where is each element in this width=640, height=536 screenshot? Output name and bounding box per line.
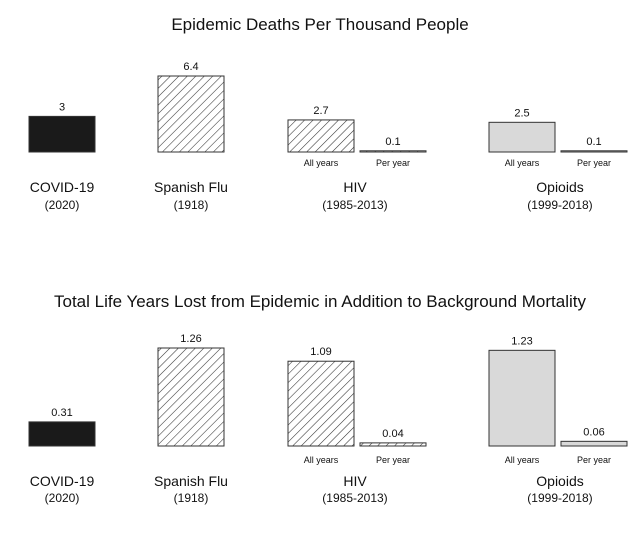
deaths-category-covid-19: COVID-19 — [30, 179, 95, 195]
life-years-bar-opioids-per-year-value-label: 0.06 — [583, 426, 604, 438]
deaths-bar-opioids-per-year — [560, 150, 628, 153]
life-years-bar-hiv-all-years-sublabel: All years — [304, 455, 339, 465]
life-years-bar-hiv-per-year — [359, 442, 427, 447]
deaths-chart-title: Epidemic Deaths Per Thousand People — [171, 15, 468, 34]
deaths-bar-hiv-all-years-sublabel: All years — [304, 158, 339, 168]
deaths-category-opioids: Opioids — [536, 179, 583, 195]
life-years-bar-hiv-per-year-value-label: 0.04 — [382, 428, 403, 440]
deaths-bar-opioids-all-years-sublabel: All years — [505, 158, 540, 168]
deaths-bar-covid-19-value-label: 3 — [59, 101, 65, 113]
life-years-category-hiv: HIV — [343, 473, 367, 489]
life-years-bar-opioids-per-year-sublabel: Per year — [577, 455, 611, 465]
deaths-chart-panel: Epidemic Deaths Per Thousand People 3 COVI… — [28, 15, 628, 212]
deaths-category-spanish-flu: Spanish Flu — [154, 179, 228, 195]
life-years-bar-spanish-flu-value-label: 1.26 — [180, 333, 201, 345]
deaths-bar-hiv-per-year-sublabel: Per year — [376, 158, 410, 168]
deaths-period-covid-19: (2020) — [45, 198, 80, 212]
life-years-period-spanish-flu: (1918) — [174, 491, 209, 505]
life-years-category-opioids: Opioids — [536, 473, 583, 489]
life-years-period-opioids: (1999-2018) — [527, 491, 592, 505]
deaths-period-hiv: (1985-2013) — [322, 198, 387, 212]
life-years-bar-opioids-all-years — [488, 349, 556, 447]
deaths-bar-opioids-all-years-value-label: 2.5 — [514, 107, 529, 119]
life-years-bar-covid-19-value-label: 0.31 — [51, 407, 72, 419]
life-years-category-spanish-flu: Spanish Flu — [154, 473, 228, 489]
life-years-bar-spanish-flu — [157, 347, 225, 447]
deaths-period-opioids: (1999-2018) — [527, 198, 592, 212]
deaths-bar-hiv-per-year-value-label: 0.1 — [385, 136, 400, 148]
deaths-bar-spanish-flu-value-label: 6.4 — [183, 61, 198, 73]
deaths-bar-spanish-flu — [157, 75, 225, 153]
life-years-period-covid-19: (2020) — [45, 491, 80, 505]
deaths-bar-hiv-all-years — [287, 119, 355, 153]
deaths-bar-hiv-per-year — [359, 150, 427, 153]
deaths-bar-covid-19 — [28, 115, 96, 153]
deaths-bar-opioids-all-years — [488, 121, 556, 153]
life-years-period-hiv: (1985-2013) — [322, 491, 387, 505]
deaths-bar-opioids-per-year-sublabel: Per year — [577, 158, 611, 168]
life-years-bar-covid-19 — [28, 421, 96, 447]
life-years-bar-opioids-per-year — [560, 440, 628, 447]
life-years-chart-panel: Total Life Years Lost from Epidemic in A… — [28, 292, 628, 505]
deaths-category-hiv: HIV — [343, 179, 367, 195]
deaths-period-spanish-flu: (1918) — [174, 198, 209, 212]
life-years-bar-hiv-per-year-sublabel: Per year — [376, 455, 410, 465]
life-years-bar-opioids-all-years-sublabel: All years — [505, 455, 540, 465]
life-years-bar-opioids-all-years-value-label: 1.23 — [511, 335, 532, 347]
deaths-bar-hiv-all-years-value-label: 2.7 — [313, 105, 328, 117]
life-years-category-covid-19: COVID-19 — [30, 473, 95, 489]
life-years-bar-hiv-all-years-value-label: 1.09 — [310, 346, 331, 358]
deaths-bar-opioids-per-year-value-label: 0.1 — [586, 136, 601, 148]
life-years-bar-hiv-all-years — [287, 360, 355, 447]
life-years-chart-title: Total Life Years Lost from Epidemic in A… — [54, 292, 587, 311]
